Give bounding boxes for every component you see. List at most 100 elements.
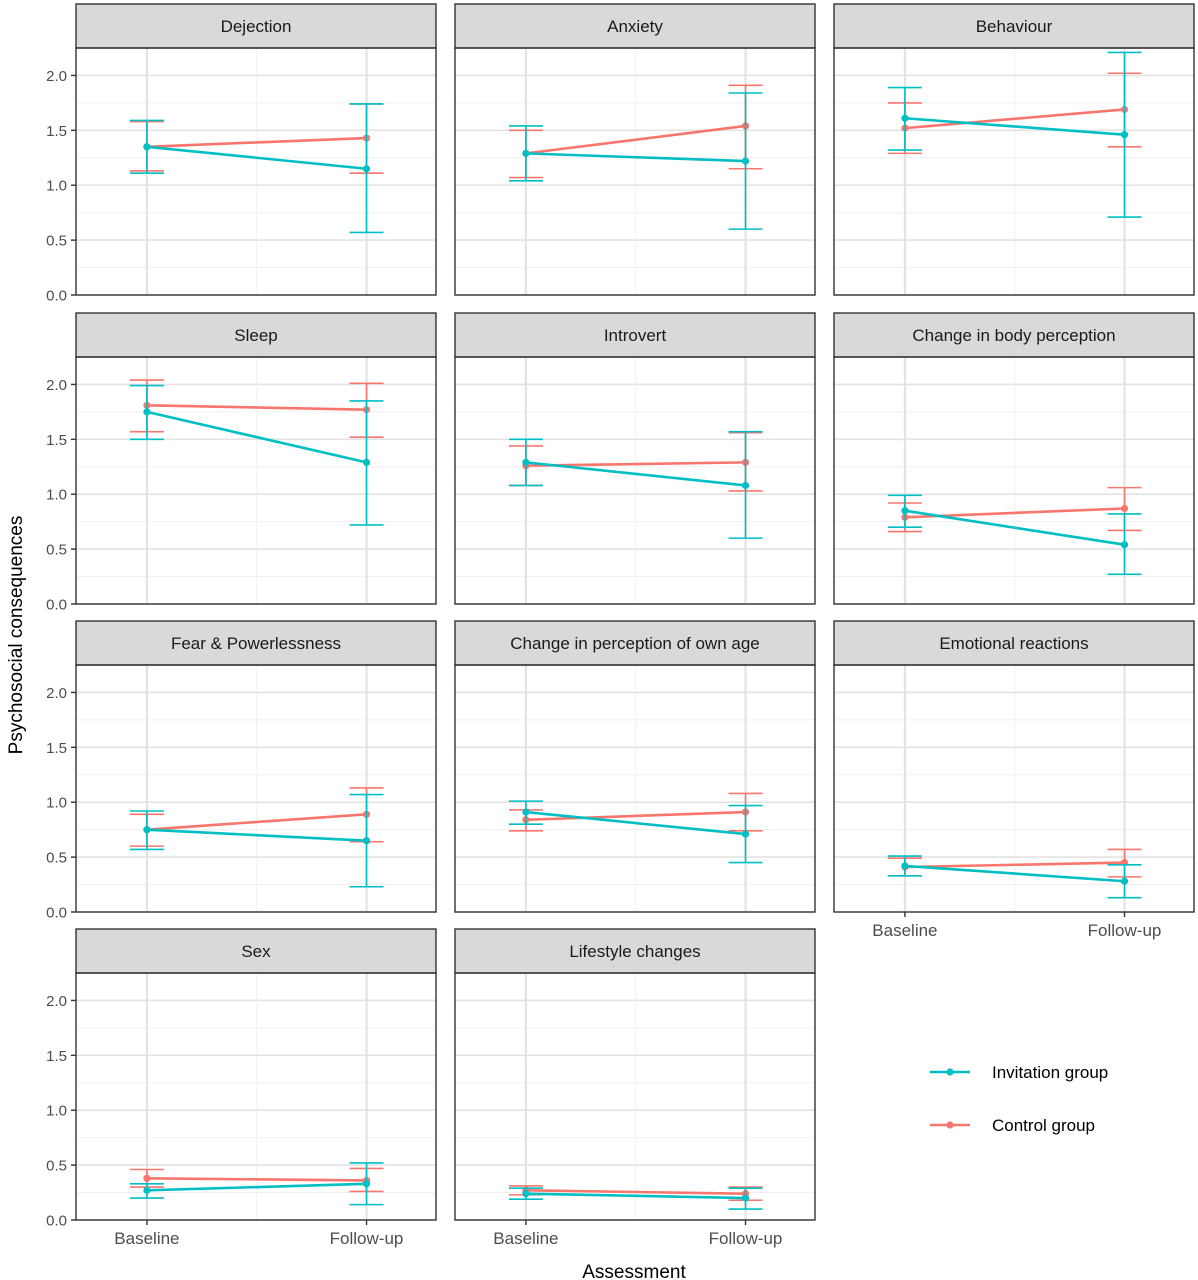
facet-strip bbox=[454, 3, 816, 49]
panel-introvert: Introvert bbox=[454, 312, 816, 605]
facet-title: Emotional reactions bbox=[939, 634, 1088, 653]
series-line bbox=[146, 813, 367, 831]
facet-title: Anxiety bbox=[607, 17, 663, 36]
data-point bbox=[362, 165, 371, 173]
panel-border bbox=[75, 972, 437, 1221]
series-invitation-group bbox=[508, 430, 763, 539]
facet-title: Fear & Powerlessness bbox=[171, 634, 341, 653]
facet-title: Introvert bbox=[604, 326, 667, 345]
data-point bbox=[522, 458, 530, 466]
data-point bbox=[143, 826, 151, 834]
chart-panels: Dejection 0.0 0.5 1.0 1.5 2.0 Anxiety Behaviour… bbox=[46, 3, 1195, 1248]
y-tick-label: 0.5 bbox=[46, 850, 67, 867]
data-point bbox=[143, 408, 151, 416]
series-invitation-group bbox=[887, 855, 1142, 899]
facet-strip bbox=[833, 620, 1195, 666]
facet-title: Dejection bbox=[221, 17, 292, 36]
data-point bbox=[362, 458, 371, 466]
x-tick-label: Baseline bbox=[493, 1229, 558, 1248]
y-tick-label: 2.0 bbox=[46, 685, 67, 702]
series-invitation-group bbox=[508, 800, 763, 864]
y-tick-label: 1.5 bbox=[46, 740, 67, 757]
panel-border bbox=[833, 664, 1195, 913]
facet-strip bbox=[75, 928, 437, 974]
series-invitation-group bbox=[508, 1187, 763, 1210]
y-tick-label: 1.0 bbox=[46, 487, 67, 504]
y-tick-label: 2.0 bbox=[46, 68, 67, 85]
series-invitation-group bbox=[508, 92, 763, 230]
legend-label: Control group bbox=[992, 1116, 1095, 1135]
data-point bbox=[1120, 504, 1129, 513]
series-invitation-group bbox=[129, 793, 384, 888]
panel-anxiety: Anxiety bbox=[454, 3, 816, 296]
data-point bbox=[522, 808, 530, 816]
facet-title: Sleep bbox=[234, 326, 277, 345]
y-tick-label: 0.5 bbox=[46, 1158, 67, 1175]
data-point bbox=[362, 837, 371, 845]
panel-border bbox=[75, 47, 437, 296]
data-point bbox=[901, 862, 909, 870]
panel-dejection: Dejection 0.0 0.5 1.0 1.5 2.0 bbox=[46, 3, 437, 305]
data-point bbox=[741, 1194, 750, 1202]
legend-label: Invitation group bbox=[992, 1063, 1108, 1082]
y-tick-label: 1.0 bbox=[46, 1103, 67, 1120]
data-point bbox=[1120, 877, 1129, 885]
data-point bbox=[1120, 131, 1129, 139]
series-line bbox=[146, 828, 367, 842]
panel-background bbox=[76, 973, 436, 1220]
data-point bbox=[143, 143, 151, 151]
series-line bbox=[525, 810, 746, 822]
y-tick-label: 0.5 bbox=[46, 233, 67, 250]
series-line bbox=[146, 1176, 367, 1182]
facet-strip bbox=[454, 620, 816, 666]
y-tick-label: 2.0 bbox=[46, 377, 67, 394]
facet-title: Change in perception of own age bbox=[510, 634, 760, 653]
series-line bbox=[525, 1192, 746, 1200]
series-line bbox=[146, 410, 367, 464]
series-line bbox=[904, 116, 1125, 137]
series-invitation-group bbox=[887, 494, 1142, 576]
data-point bbox=[522, 1190, 530, 1198]
data-point bbox=[901, 114, 909, 122]
panel-background bbox=[455, 973, 815, 1220]
panel-background bbox=[455, 665, 815, 912]
series-line bbox=[146, 136, 367, 149]
facet-strip bbox=[75, 620, 437, 666]
legend: Invitation group Control group bbox=[930, 1063, 1108, 1135]
legend-point bbox=[946, 1121, 954, 1129]
series-invitation-group bbox=[129, 384, 384, 526]
series-line bbox=[525, 810, 746, 836]
facet-strip bbox=[75, 3, 437, 49]
panel-border bbox=[833, 47, 1195, 296]
panel-border bbox=[454, 664, 816, 913]
facet-title: Lifestyle changes bbox=[569, 942, 700, 961]
panel-background bbox=[455, 357, 815, 604]
y-tick-label: 0.0 bbox=[46, 288, 67, 305]
data-point bbox=[522, 149, 530, 157]
series-line bbox=[525, 152, 746, 163]
panel-background bbox=[834, 357, 1194, 604]
panel-border bbox=[454, 356, 816, 605]
panel-sex: Sex 0.0 0.5 1.0 1.5 2.0 Baseline Follow-up bbox=[46, 928, 437, 1248]
panel-border bbox=[833, 356, 1195, 605]
panel-background bbox=[76, 357, 436, 604]
y-tick-label: 2.0 bbox=[46, 993, 67, 1010]
x-tick-label: Follow-up bbox=[330, 1229, 404, 1248]
series-invitation-group bbox=[129, 1162, 384, 1206]
y-tick-label: 0.0 bbox=[46, 597, 67, 614]
x-axis-title: Assessment bbox=[582, 1262, 686, 1280]
series-invitation-group bbox=[887, 51, 1142, 218]
x-tick-label: Baseline bbox=[872, 921, 937, 940]
series-line bbox=[525, 1189, 746, 1195]
series-invitation-group bbox=[129, 103, 384, 234]
panel-sleep: Sleep 0.0 0.5 1.0 1.5 2.0 bbox=[46, 312, 437, 614]
data-point bbox=[143, 1174, 151, 1182]
legend-point bbox=[946, 1068, 954, 1076]
facet-title: Change in body perception bbox=[912, 326, 1115, 345]
x-tick-label: Baseline bbox=[114, 1229, 179, 1248]
y-tick-label: 1.0 bbox=[46, 795, 67, 812]
facet-title: Behaviour bbox=[976, 17, 1053, 36]
data-point bbox=[741, 481, 750, 490]
data-point bbox=[901, 507, 909, 515]
